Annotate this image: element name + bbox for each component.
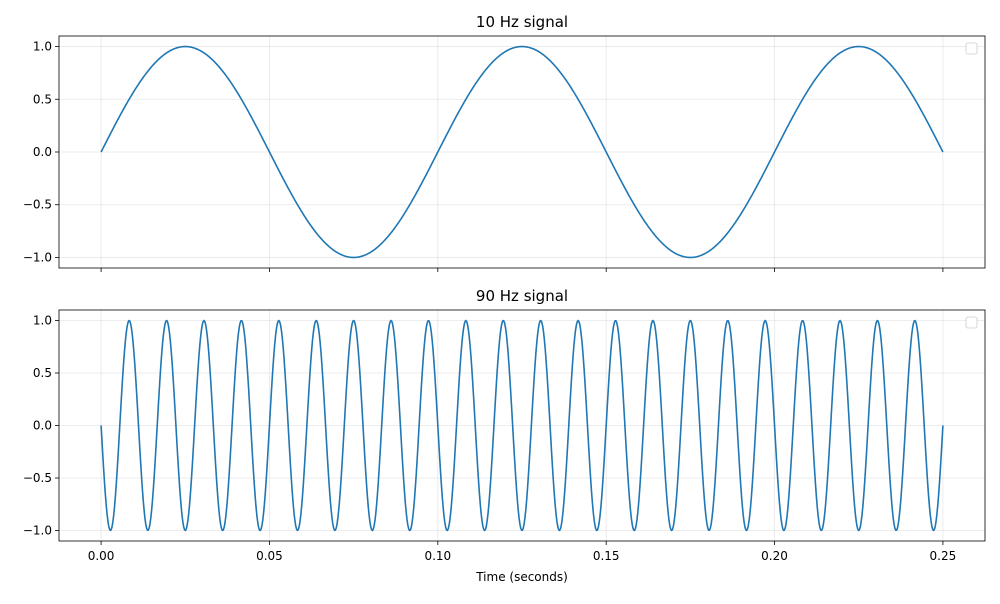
- y-tick-label: −1.0: [23, 250, 52, 264]
- x-tick-label: 0.15: [593, 549, 620, 563]
- legend-box: [965, 316, 978, 329]
- y-tick-label: 0.5: [33, 366, 52, 380]
- x-axis-label: Time (seconds): [475, 570, 568, 584]
- x-tick-label: 0.20: [761, 549, 788, 563]
- y-tick-label: 1.0: [33, 40, 52, 54]
- y-tick-label: −0.5: [23, 471, 52, 485]
- series-line: [100, 319, 944, 532]
- series-line: [100, 45, 944, 259]
- panel-10hz: −1.0 −0.5 0.0 0.5 1.0 10 Hz signal: [23, 13, 986, 272]
- y-tick-label: −0.5: [23, 198, 52, 212]
- x-tick-label: 0.10: [424, 549, 451, 563]
- x-tick-label: 0.00: [88, 549, 115, 563]
- x-tick-label: 0.25: [930, 549, 957, 563]
- panel-90hz: 0.00 0.05 0.10 0.15 0.20 0.25 −1.0 −0.5 0.0 0.5 1.…: [23, 287, 986, 584]
- y-tick-label: −1.0: [23, 524, 52, 538]
- legend-box: [965, 42, 978, 55]
- chart-title: 10 Hz signal: [476, 13, 568, 31]
- x-tick-label: 0.05: [256, 549, 283, 563]
- chart-title: 90 Hz signal: [476, 287, 568, 305]
- y-tick-label: 0.0: [33, 145, 52, 159]
- y-tick-label: 0.5: [33, 92, 52, 106]
- y-tick-label: 1.0: [33, 314, 52, 328]
- y-tick-label: 0.0: [33, 419, 52, 433]
